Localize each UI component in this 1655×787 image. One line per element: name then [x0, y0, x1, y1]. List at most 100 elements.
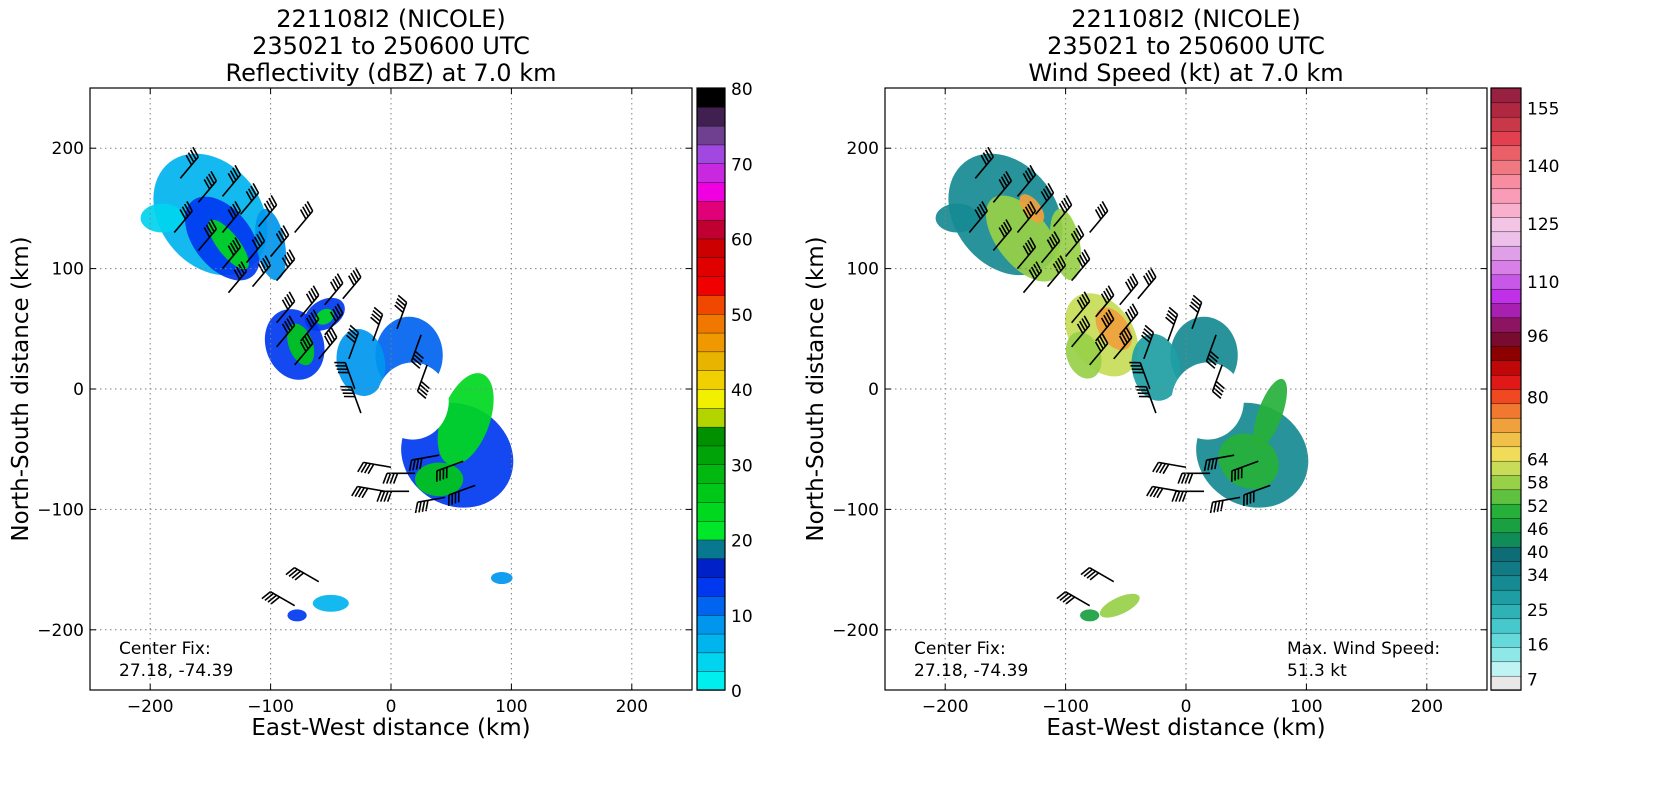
colorbar-segment [696, 426, 726, 447]
wind-barb [1119, 273, 1139, 306]
barb-flag [281, 299, 289, 310]
y-axis-label: North-South distance (km) [803, 236, 829, 541]
colorbar-segment [1490, 274, 1522, 290]
reflectivity-panel: 221108I2 (NICOLE)235021 to 250600 UTCRef… [8, 5, 753, 741]
barb-flag [349, 324, 359, 334]
chart-title-line: 235021 to 250600 UTC [252, 32, 530, 60]
barb-flag [1107, 285, 1115, 296]
barb-shaft [1212, 496, 1241, 504]
barb-flag [1143, 275, 1150, 286]
barb-shaft [221, 174, 242, 197]
colorbar-segment [1490, 546, 1522, 562]
barb-flag [354, 267, 362, 278]
barb-flag [1094, 209, 1102, 220]
barb-flag [288, 291, 296, 302]
barb-shaft [348, 332, 360, 360]
barb-flag [1083, 315, 1091, 326]
barb-flag [1149, 267, 1157, 278]
barb-flag [1029, 201, 1037, 212]
wind-barb [1016, 237, 1037, 270]
colorbar-segment [696, 106, 726, 127]
barb-flag [1081, 294, 1089, 305]
barb-flag [385, 472, 392, 484]
barb-shaft [1167, 314, 1179, 342]
colorbar-segment [696, 313, 726, 334]
barb-shaft [1205, 334, 1217, 362]
barb-flag [334, 306, 342, 317]
barb-shaft [276, 300, 296, 324]
barb-flag [1094, 341, 1102, 352]
barb-flag [1030, 266, 1038, 277]
barb-flag [417, 390, 427, 400]
barb-flag [987, 146, 994, 158]
barb-flag [1076, 257, 1084, 268]
wind-barb [1089, 333, 1109, 366]
barb-flag [1056, 591, 1066, 600]
echo-region [935, 203, 979, 233]
barb-shaft [318, 336, 338, 360]
barb-shaft [1139, 362, 1151, 390]
echo-region [336, 329, 386, 396]
barb-shaft [992, 228, 1012, 252]
wind-barb [414, 496, 446, 514]
colorbar-segment [696, 87, 726, 108]
barb-flag [350, 272, 358, 284]
barb-flag [1162, 463, 1170, 475]
barb-flag [336, 273, 344, 284]
barb-flag [1131, 273, 1139, 284]
barb-flag [291, 570, 302, 579]
y-tick-label: 0 [868, 380, 879, 400]
wind-barb [276, 291, 296, 324]
barb-flag [379, 491, 386, 502]
barb-shaft [1095, 294, 1115, 318]
barb-flag [1003, 173, 1010, 185]
barb-shaft [1231, 460, 1259, 472]
barb-flag [348, 328, 358, 337]
wind-barb [448, 484, 476, 506]
barb-flag [268, 197, 276, 209]
wind-barb [376, 490, 410, 502]
echo-region [208, 219, 249, 270]
barb-shaft [324, 282, 344, 306]
barb-flag [203, 178, 211, 190]
colorbar-segment [1490, 231, 1522, 247]
colorbar-segment [1490, 130, 1522, 147]
barb-flag [1042, 188, 1050, 199]
barb-flag [1080, 567, 1091, 576]
barb-shaft [1016, 174, 1037, 197]
barb-shaft [992, 180, 1012, 203]
barb-flag [1000, 224, 1008, 235]
barb-flag [347, 331, 357, 340]
barb-flag [1209, 502, 1214, 514]
barb-shaft [294, 210, 314, 233]
barb-flag [1207, 357, 1217, 366]
barb-flag [1208, 353, 1218, 363]
barb-flag [234, 164, 242, 176]
barb-flag [1027, 203, 1034, 215]
colorbar-tick-label: 70 [731, 155, 753, 175]
barb-flag [413, 353, 423, 363]
barb-flag [326, 332, 333, 344]
barb-flag [1177, 472, 1183, 484]
barb-flag [310, 288, 318, 299]
colorbar-segment [1490, 159, 1522, 175]
barb-shaft [173, 210, 193, 233]
barb-flag [1147, 269, 1155, 281]
echo-region [140, 203, 184, 233]
colorbar-segment [696, 520, 726, 541]
colorbar-segment [696, 181, 726, 202]
barb-flag [1192, 294, 1203, 304]
wind-barb [227, 261, 248, 294]
wind-barb [974, 146, 994, 179]
barb-flag [1124, 311, 1132, 322]
barb-flag [1123, 330, 1131, 341]
barb-shaft [448, 484, 476, 496]
wind-barbs [968, 146, 1271, 607]
annotation-line: Center Fix: [119, 639, 211, 659]
barb-flag [229, 242, 237, 253]
colorbar-segment [1490, 216, 1522, 233]
barb-flag [299, 341, 307, 352]
wind-barb [370, 306, 384, 342]
barb-shaft [417, 496, 446, 504]
